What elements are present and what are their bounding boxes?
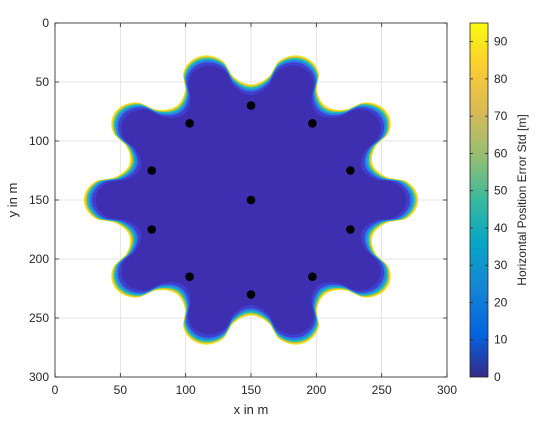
- colorbar-tick-label: 70: [494, 109, 508, 123]
- x-tick-label: 150: [241, 383, 261, 397]
- x-axis: 0 50 100 150 200 250 300: [52, 23, 457, 397]
- x-axis-label: x in m: [234, 402, 269, 417]
- anchor-point: [346, 225, 355, 234]
- colorbar-tick-label: 20: [494, 295, 508, 309]
- anchor-point: [147, 225, 156, 234]
- y-tick-label: 200: [29, 252, 49, 266]
- plot-area: 0 50 100 150 200 250 300 0 50 100 150 200 250 300 x …: [5, 16, 457, 417]
- colorbar-tick-label: 40: [494, 221, 508, 235]
- y-axis: 0 50 100 150 200 250 300: [29, 16, 447, 384]
- x-tick-label: 50: [114, 383, 128, 397]
- colorbar-tick-label: 0: [494, 370, 501, 384]
- colorbar-tick-label: 30: [494, 258, 508, 272]
- anchor-point: [346, 166, 355, 175]
- anchor-point: [185, 272, 194, 282]
- x-tick-label: 100: [176, 383, 196, 397]
- colorbar-tick-label: 60: [494, 146, 508, 160]
- colorbar-gradient: [469, 22, 489, 378]
- colorbar-tick-label: 90: [494, 35, 508, 49]
- x-tick-label: 250: [372, 383, 392, 397]
- x-tick-label: 200: [306, 383, 326, 397]
- anchor-point: [308, 272, 317, 282]
- anchor-point: [185, 119, 194, 128]
- anchor-point: [246, 101, 256, 110]
- colorbar-tick-label: 10: [494, 333, 508, 347]
- y-tick-label: 50: [36, 75, 50, 89]
- y-tick-label: 100: [29, 134, 49, 148]
- y-tick-label: 0: [42, 16, 49, 30]
- y-tick-label: 300: [29, 370, 49, 384]
- x-tick-label: 300: [437, 383, 457, 397]
- y-tick-label: 250: [29, 311, 49, 325]
- colorbar: 0 10 20 30 40 50 60 70 80 90 Horizontal Position …: [469, 22, 529, 384]
- colorbar-ticks: 0 10 20 30 40 50 60 70 80 90: [470, 35, 508, 384]
- colorbar-tick-label: 80: [494, 72, 508, 86]
- anchor-point: [308, 119, 317, 128]
- y-axis-label: y in m: [5, 183, 20, 218]
- anchor-point: [246, 290, 256, 299]
- colorbar-label: Horizontal Position Error Std [m]: [515, 114, 529, 285]
- x-tick-label: 0: [52, 383, 59, 397]
- anchor-point: [246, 195, 256, 205]
- anchor-point: [147, 166, 156, 175]
- colorbar-tick-label: 50: [494, 184, 508, 198]
- y-tick-label: 150: [29, 193, 49, 207]
- anchor-points: [147, 101, 355, 299]
